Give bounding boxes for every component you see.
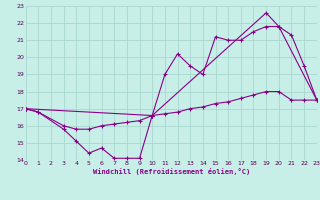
X-axis label: Windchill (Refroidissement éolien,°C): Windchill (Refroidissement éolien,°C) — [92, 168, 250, 175]
